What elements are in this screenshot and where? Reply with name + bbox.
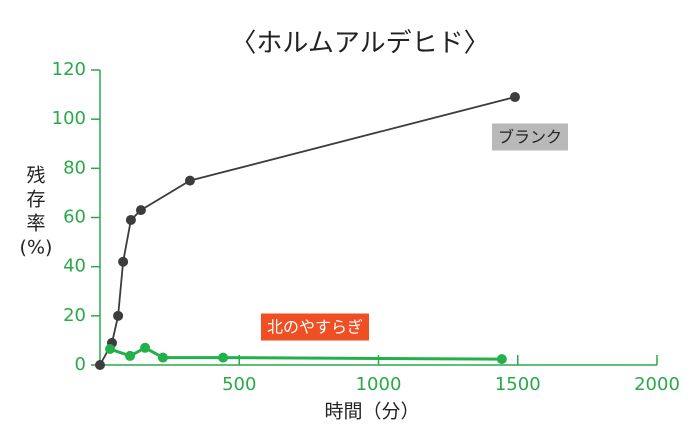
data-point	[125, 214, 136, 225]
y-tick-label: 0	[75, 354, 86, 375]
data-point	[184, 175, 195, 186]
series-line	[109, 346, 502, 361]
x-tick-label: 1000	[356, 374, 402, 395]
x-axis-label: 時間（分）	[324, 401, 419, 423]
series-label-box	[491, 123, 569, 151]
y-axis-label: (%)	[20, 237, 53, 259]
x-tick-label: 1500	[495, 374, 541, 395]
data-point	[496, 354, 507, 365]
x-tick-label: 500	[222, 374, 256, 395]
data-point	[157, 352, 168, 363]
data-point	[509, 92, 520, 103]
y-tick-label: 60	[63, 207, 86, 228]
data-point	[118, 256, 129, 267]
series-label-box	[260, 313, 370, 341]
data-point	[135, 205, 146, 216]
y-tick-label: 40	[63, 256, 86, 277]
x-tick-label: 2000	[634, 374, 680, 395]
series-label: 北のやすらぎ	[267, 318, 363, 337]
data-point	[95, 360, 105, 370]
y-tick-label: 100	[52, 108, 86, 129]
y-axis-label: 存	[26, 189, 45, 211]
y-axis-label: 率	[26, 213, 45, 235]
data-point	[125, 350, 136, 361]
y-tick-label: 120	[52, 59, 86, 80]
y-tick-label: 80	[63, 157, 86, 178]
data-point	[105, 344, 116, 355]
y-tick-label: 20	[63, 305, 86, 326]
data-point	[140, 342, 151, 353]
y-axis-label: 残	[26, 165, 45, 187]
data-point	[218, 352, 229, 363]
data-point	[113, 310, 124, 321]
chart-title: 〈ホルムアルデヒド〉	[230, 29, 489, 59]
series-label: ブランク	[498, 128, 562, 147]
